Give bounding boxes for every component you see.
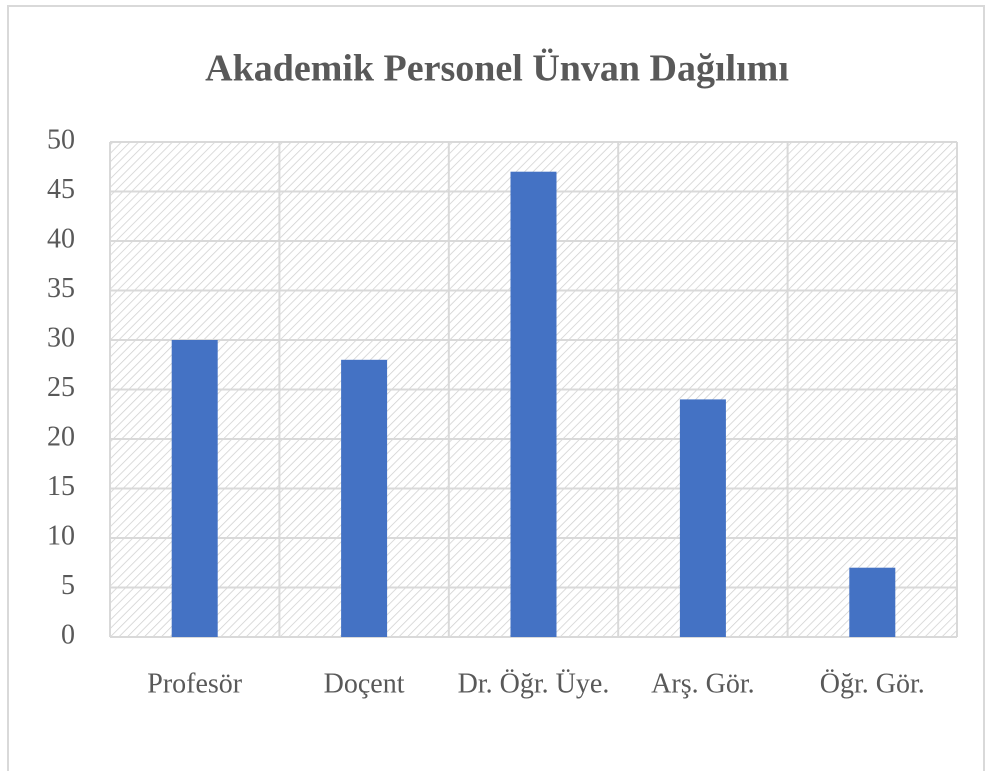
y-tick-label: 5 (61, 570, 75, 601)
bar (171, 340, 218, 637)
x-tick-label: Profesör (147, 668, 243, 699)
y-tick-label: 20 (47, 421, 75, 452)
bar (510, 171, 557, 637)
bar (849, 567, 896, 637)
y-tick-label: 0 (61, 619, 75, 650)
y-tick-label: 15 (47, 471, 75, 502)
chart-border (7, 5, 985, 771)
bar (679, 399, 726, 637)
y-tick-label: 35 (47, 273, 75, 304)
y-tick-label: 50 (47, 124, 75, 155)
y-tick-label: 40 (47, 223, 75, 254)
x-tick-label: Dr. Öğr. Üye. (458, 668, 610, 699)
y-tick-label: 30 (47, 322, 75, 353)
y-tick-label: 25 (47, 372, 75, 403)
y-tick-label: 45 (47, 174, 75, 205)
x-tick-label: Doçent (324, 668, 405, 699)
x-tick-label: Arş. Gör. (651, 668, 754, 699)
bar (341, 359, 388, 637)
x-tick-label: Öğr. Gör. (820, 668, 925, 699)
y-tick-label: 10 (47, 520, 75, 551)
chart-title: Akademik Personel Ünvan Dağılımı (205, 48, 789, 90)
